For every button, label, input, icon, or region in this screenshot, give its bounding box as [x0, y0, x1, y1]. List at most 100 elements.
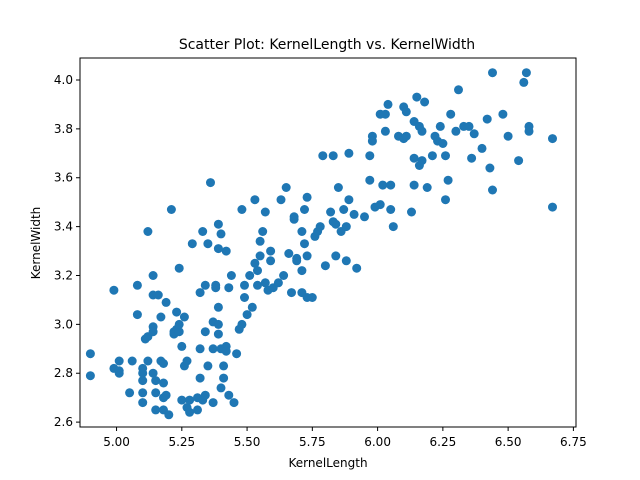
scatter-point [174, 319, 184, 329]
scatter-point [138, 376, 148, 386]
scatter-point [521, 68, 531, 78]
scatter-point [401, 107, 411, 117]
scatter-point [132, 310, 142, 320]
scatter-point [488, 68, 497, 78]
scatter-points [85, 68, 557, 420]
scatter-point [446, 109, 456, 119]
scatter-point [380, 109, 390, 119]
x-tick-label: 6.50 [495, 435, 522, 449]
plot-frame [79, 57, 577, 428]
y-tick-label: 2.6 [54, 415, 73, 429]
scatter-point [208, 344, 218, 354]
scatter-point [125, 388, 135, 398]
scatter-point [438, 139, 448, 148]
scatter-point [344, 195, 354, 205]
scatter-point [177, 395, 187, 405]
scatter-point [195, 373, 205, 383]
scatter-point [349, 209, 359, 219]
scatter-point [514, 156, 524, 166]
scatter-point [200, 327, 210, 337]
scatter-point [386, 205, 396, 214]
scatter-point [341, 256, 351, 266]
scatter-point [339, 205, 349, 214]
scatter-point [242, 310, 252, 320]
scatter-point [548, 202, 557, 212]
x-tick-label: 5.50 [234, 435, 261, 449]
x-tick-label: 6.75 [560, 435, 587, 449]
scatter-point [441, 151, 450, 161]
scatter-point [331, 251, 341, 261]
scatter-point [200, 390, 210, 400]
y-tick-label: 3.2 [54, 268, 73, 282]
scatter-point [284, 249, 294, 258]
scatter-point [198, 227, 208, 236]
scatter-point [250, 258, 260, 268]
scatter-point [151, 388, 161, 398]
scatter-point [328, 151, 338, 161]
y-tick-label: 4.0 [54, 73, 73, 87]
scatter-point [302, 192, 312, 202]
scatter-point [276, 195, 286, 205]
scatter-point [203, 361, 213, 371]
scatter-point [498, 109, 508, 119]
scatter-point [226, 271, 236, 280]
scatter-point [297, 266, 307, 276]
y-tick-label: 3.0 [54, 317, 73, 331]
scatter-point [114, 356, 124, 366]
scatter-point [409, 153, 419, 163]
scatter-point [174, 327, 184, 337]
x-tick-label: 5.75 [299, 435, 326, 449]
x-axis-ticks: 5.00 5.25 5.50 5.75 6.00 6.25 6.50 6.75 [103, 427, 587, 449]
scatter-point [151, 405, 161, 415]
scatter-point [213, 244, 223, 254]
scatter-point [333, 183, 343, 192]
scatter-point [219, 361, 229, 371]
chart-title: Scatter Plot: KernelLength vs. KernelWid… [179, 37, 475, 53]
scatter-point [375, 200, 385, 210]
scatter-point [250, 195, 260, 205]
scatter-point [193, 405, 202, 415]
scatter-point [143, 227, 153, 236]
scatter-point [318, 151, 328, 161]
y-tick-label: 2.8 [54, 366, 73, 380]
scatter-point [161, 390, 171, 400]
scatter-point [185, 407, 195, 417]
scatter-point [185, 395, 195, 405]
x-tick-label: 5.25 [168, 435, 195, 449]
scatter-point [164, 410, 174, 420]
scatter-point [367, 136, 377, 146]
scatter-point [237, 205, 247, 214]
scatter-point [213, 319, 223, 329]
scatter-point [407, 207, 416, 217]
scatter-point [148, 327, 158, 337]
scatter-point [266, 246, 276, 256]
scatter-point [297, 227, 307, 236]
scatter-point [469, 129, 479, 139]
scatter-point [109, 285, 119, 295]
scatter-point [360, 212, 369, 222]
scatter-point [477, 143, 487, 153]
y-axis-label: KernelWidth [29, 207, 43, 280]
scatter-point [219, 373, 229, 383]
scatter-point [292, 256, 302, 266]
scatter-point [148, 368, 158, 378]
scatter-point [138, 388, 148, 398]
x-tick-label: 6.25 [430, 435, 457, 449]
scatter-point [166, 205, 176, 214]
scatter-point [451, 126, 461, 136]
scatter-point [195, 344, 205, 354]
scatter-point [213, 219, 223, 229]
scatter-point [260, 207, 270, 217]
scatter-point [441, 195, 450, 205]
scatter-point [467, 153, 477, 163]
scatter-point [320, 261, 330, 271]
scatter-point [224, 283, 234, 293]
scatter-point [435, 121, 445, 131]
scatter-point [151, 376, 161, 386]
scatter-point [127, 356, 137, 366]
scatter-point [503, 131, 513, 141]
scatter-point [216, 229, 226, 239]
scatter-point [240, 280, 249, 290]
scatter-point [388, 222, 398, 232]
